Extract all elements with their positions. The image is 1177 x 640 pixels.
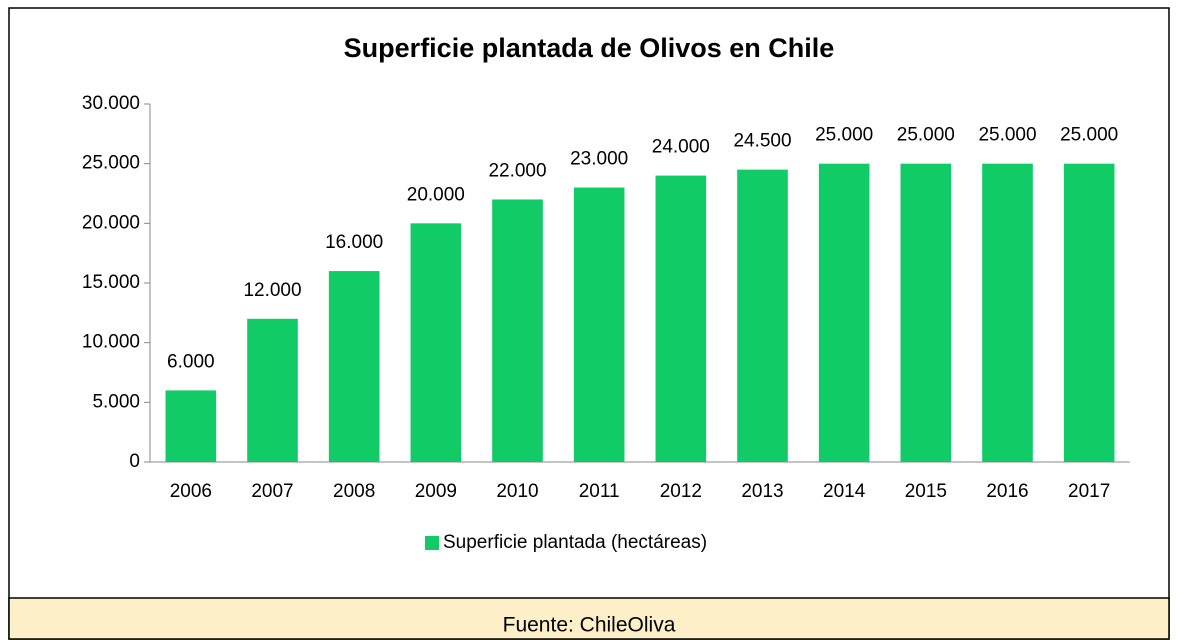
bar	[492, 199, 543, 462]
footer	[8, 597, 1170, 640]
x-tick-label: 2006	[170, 481, 212, 502]
y-tick-label: 30.000	[82, 93, 140, 114]
bar	[328, 271, 380, 462]
bar	[247, 318, 298, 462]
bar	[737, 169, 788, 462]
value-label: 16.000	[325, 232, 383, 253]
y-tick-label: 25.000	[82, 153, 140, 174]
legend-label: Superficie plantada (hectáreas)	[443, 532, 707, 553]
x-tick-label: 2016	[986, 481, 1028, 502]
bar	[410, 223, 462, 462]
y-tick-label: 0	[129, 451, 140, 472]
value-label: 25.000	[978, 125, 1036, 146]
bar	[573, 187, 625, 463]
value-label: 25.000	[815, 125, 873, 146]
value-label: 22.000	[488, 160, 546, 181]
x-tick-label: 2010	[496, 481, 538, 502]
source: Fuente: ChileOliva	[503, 614, 676, 637]
value-label: 6.000	[167, 351, 215, 372]
bar	[165, 390, 217, 462]
bar	[982, 163, 1033, 462]
x-tick-label: 2011	[579, 481, 620, 502]
value-label: 12.000	[243, 280, 301, 301]
y-tick-label: 5.000	[92, 391, 140, 412]
x-tick-label: 2008	[333, 481, 375, 502]
value-label: 23.000	[570, 149, 628, 170]
value-label: 25.000	[897, 125, 955, 146]
x-tick-label: 2009	[415, 481, 457, 502]
x-tick-label: 2007	[251, 481, 293, 502]
chart-title: Superficie plantada de Olivos en Chile	[344, 33, 835, 63]
y-tick-label: 10.000	[82, 332, 140, 353]
legend-swatch	[425, 536, 439, 550]
value-label: 24.000	[652, 137, 710, 158]
y-tick-label: 15.000	[82, 272, 140, 293]
x-tick-label: 2015	[905, 481, 947, 502]
x-tick-label: 2012	[660, 481, 702, 502]
bar	[818, 163, 870, 462]
y-tick-label: 20.000	[82, 212, 140, 233]
bar	[1063, 163, 1115, 462]
x-tick-label: 2014	[823, 481, 866, 502]
value-label: 24.500	[733, 131, 791, 152]
bar	[900, 163, 952, 462]
bar	[655, 175, 707, 462]
x-tick-label: 2017	[1068, 481, 1110, 502]
x-tick-label: 2013	[741, 481, 783, 502]
value-label: 20.000	[407, 184, 465, 205]
value-label: 25.000	[1060, 125, 1118, 146]
